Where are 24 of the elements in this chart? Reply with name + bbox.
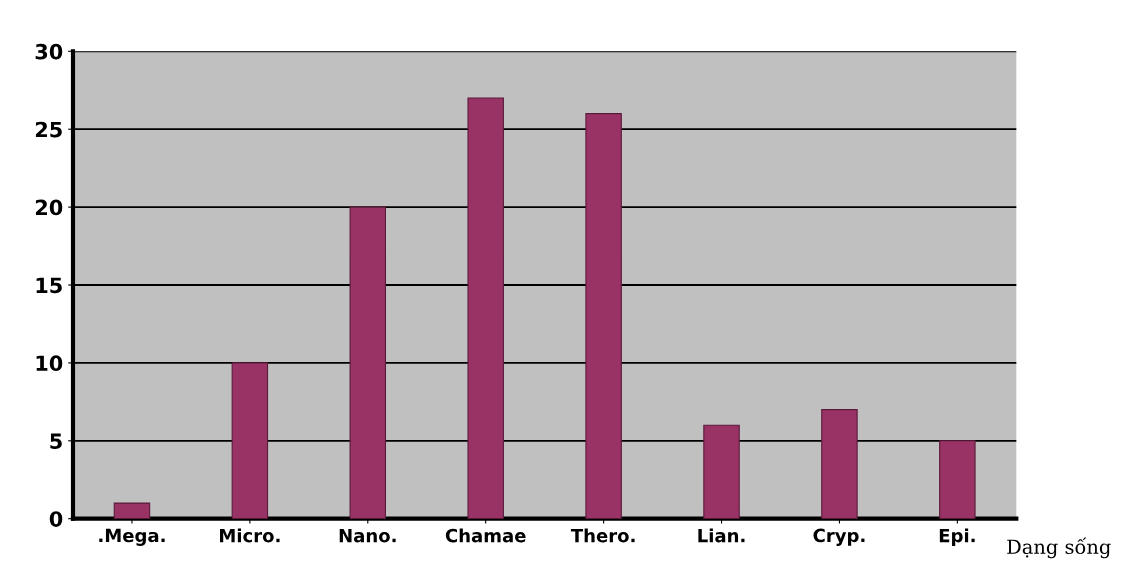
x-tick-label: Lian.	[698, 528, 745, 543]
bar	[467, 97, 504, 519]
y-tick-label: 15	[36, 277, 62, 294]
bar	[703, 424, 740, 519]
bar	[113, 502, 151, 519]
y-tick-label: 30	[35, 43, 63, 60]
x-axis-title: Dạng sống	[1007, 537, 1111, 559]
x-tick-label: Cryp.	[813, 528, 865, 546]
bar	[349, 206, 387, 519]
x-tick-label: .Mega.	[99, 528, 165, 546]
x-tick-label: Nano.	[339, 528, 396, 543]
bar	[585, 113, 622, 519]
y-tick-label: 25	[35, 121, 62, 138]
x-tick-label: Epi.	[939, 528, 975, 546]
x-tick-label: Micro.	[220, 528, 280, 543]
y-tick-label: 0	[49, 511, 63, 527]
y-tick-label: 20	[35, 199, 63, 216]
bar	[231, 362, 269, 519]
y-tick-label: 5	[50, 433, 62, 450]
x-tick-label: Thero.	[570, 528, 635, 543]
bar	[821, 409, 858, 519]
y-tick-label: 10	[36, 355, 63, 372]
bar	[939, 440, 976, 519]
x-tick-label: Chamae	[445, 528, 526, 543]
